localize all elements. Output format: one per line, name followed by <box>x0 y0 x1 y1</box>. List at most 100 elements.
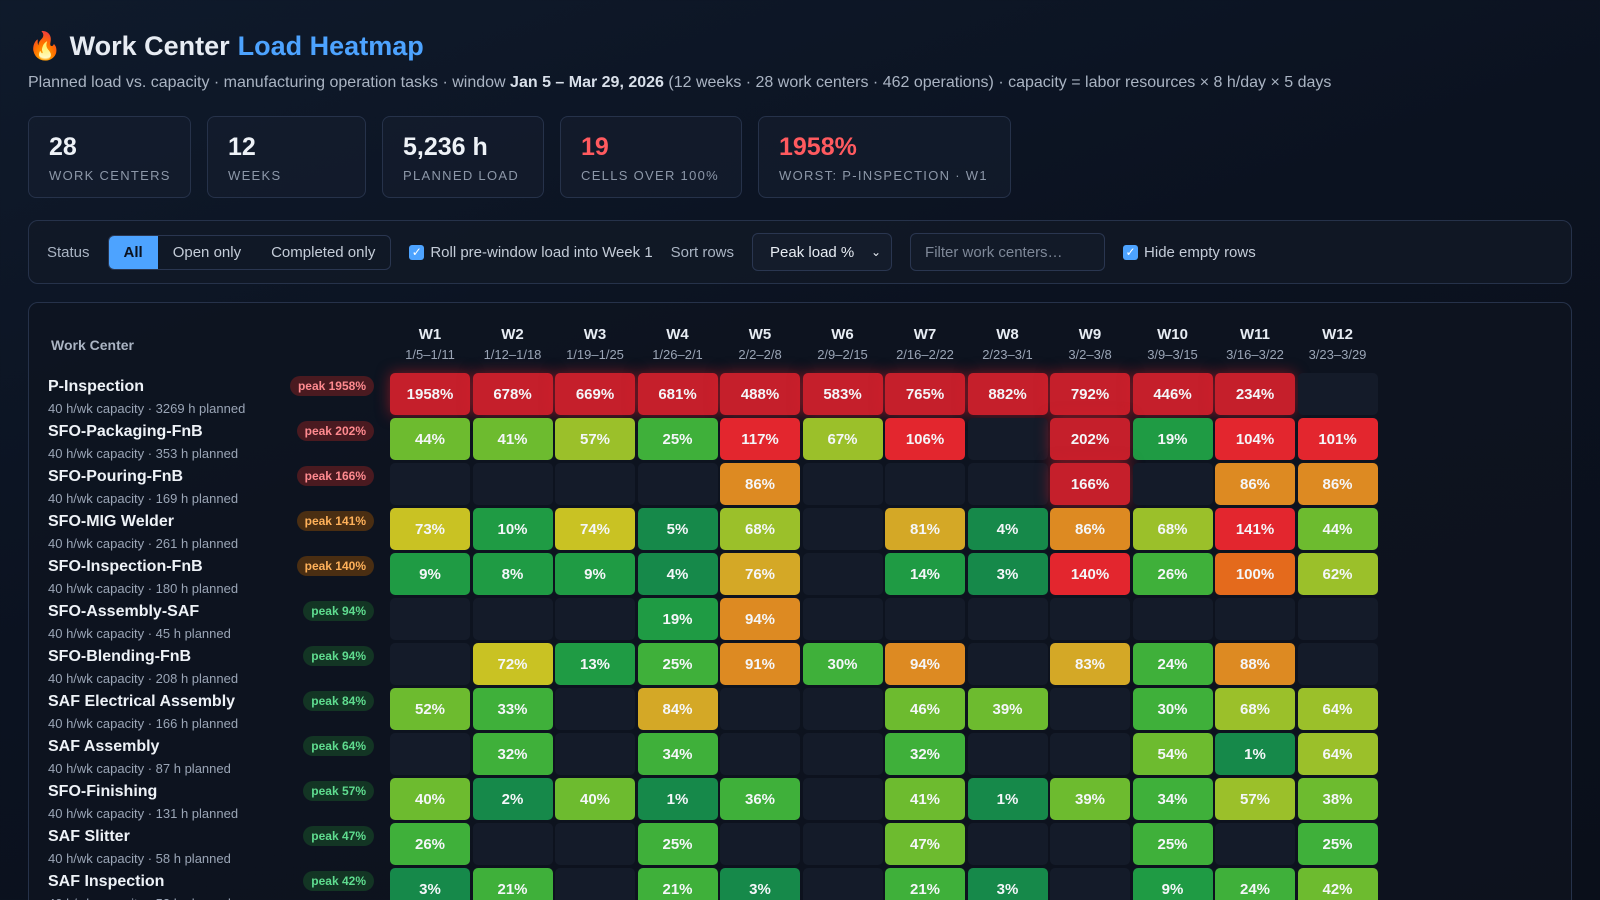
heatmap-cell[interactable]: 4% <box>637 553 718 595</box>
heatmap-cell-empty[interactable] <box>1132 463 1213 505</box>
heatmap-cell-empty[interactable] <box>1215 598 1295 640</box>
status-option-open[interactable]: Open only <box>172 243 242 261</box>
heatmap-cell[interactable]: 32% <box>472 733 553 775</box>
heatmap-cell-empty[interactable] <box>390 643 470 685</box>
heatmap-cell-empty[interactable] <box>390 733 470 775</box>
heatmap-cell[interactable]: 9% <box>555 553 635 595</box>
heatmap-cell-empty[interactable] <box>1050 823 1130 865</box>
heatmap-cell[interactable]: 669% <box>555 373 635 415</box>
heatmap-cell[interactable]: 10% <box>472 508 553 550</box>
heatmap-cell[interactable]: 104% <box>1215 418 1295 460</box>
heatmap-cell[interactable]: 14% <box>885 553 965 595</box>
heatmap-cell[interactable]: 765% <box>885 373 965 415</box>
heatmap-cell[interactable]: 64% <box>1297 733 1378 775</box>
heatmap-cell[interactable]: 47% <box>885 823 965 865</box>
heatmap-cell[interactable]: 68% <box>1215 688 1295 730</box>
heatmap-cell[interactable]: 24% <box>1215 868 1295 900</box>
heatmap-cell[interactable]: 3% <box>720 868 800 900</box>
heatmap-cell[interactable]: 1% <box>967 778 1048 820</box>
heatmap-cell-empty[interactable] <box>637 463 718 505</box>
heatmap-cell-empty[interactable] <box>1050 733 1130 775</box>
heatmap-cell[interactable]: 21% <box>472 868 553 900</box>
heatmap-cell-empty[interactable] <box>885 598 965 640</box>
heatmap-cell[interactable]: 26% <box>1132 553 1213 595</box>
heatmap-cell[interactable]: 234% <box>1215 373 1295 415</box>
heatmap-cell[interactable]: 3% <box>967 868 1048 900</box>
heatmap-cell[interactable]: 54% <box>1132 733 1213 775</box>
heatmap-cell[interactable]: 67% <box>802 418 883 460</box>
heatmap-cell[interactable]: 101% <box>1297 418 1378 460</box>
heatmap-cell[interactable]: 64% <box>1297 688 1378 730</box>
heatmap-cell-empty[interactable] <box>555 688 635 730</box>
heatmap-cell[interactable]: 33% <box>472 688 553 730</box>
heatmap-cell[interactable]: 86% <box>1215 463 1295 505</box>
heatmap-cell[interactable]: 3% <box>967 553 1048 595</box>
heatmap-cell-empty[interactable] <box>390 463 470 505</box>
heatmap-cell-empty[interactable] <box>555 823 635 865</box>
heatmap-cell-empty[interactable] <box>967 643 1048 685</box>
heatmap-cell[interactable]: 2% <box>472 778 553 820</box>
heatmap-cell[interactable]: 106% <box>885 418 965 460</box>
heatmap-cell[interactable]: 91% <box>720 643 800 685</box>
heatmap-cell-empty[interactable] <box>555 733 635 775</box>
heatmap-cell-empty[interactable] <box>802 688 883 730</box>
heatmap-cell[interactable]: 88% <box>1215 643 1295 685</box>
heatmap-cell-empty[interactable] <box>967 463 1048 505</box>
heatmap-cell[interactable]: 21% <box>637 868 718 900</box>
status-option-completed[interactable]: Completed only <box>271 243 376 261</box>
checkbox-checked-icon[interactable]: ✓ <box>1123 244 1139 260</box>
heatmap-cell[interactable]: 68% <box>1132 508 1213 550</box>
heatmap-cell-empty[interactable] <box>802 733 883 775</box>
heatmap-cell[interactable]: 44% <box>390 418 470 460</box>
heatmap-cell-empty[interactable] <box>802 553 883 595</box>
heatmap-cell-empty[interactable] <box>555 598 635 640</box>
heatmap-cell[interactable]: 72% <box>472 643 553 685</box>
heatmap-cell[interactable]: 57% <box>1215 778 1295 820</box>
heatmap-cell[interactable]: 40% <box>390 778 470 820</box>
heatmap-cell-empty[interactable] <box>472 598 553 640</box>
heatmap-cell[interactable]: 83% <box>1050 643 1130 685</box>
heatmap-cell-empty[interactable] <box>967 823 1048 865</box>
heatmap-cell-empty[interactable] <box>555 463 635 505</box>
heatmap-cell[interactable]: 25% <box>1297 823 1378 865</box>
heatmap-cell-empty[interactable] <box>967 418 1048 460</box>
heatmap-cell[interactable]: 86% <box>720 463 800 505</box>
heatmap-cell[interactable]: 166% <box>1050 463 1130 505</box>
heatmap-cell[interactable]: 446% <box>1132 373 1213 415</box>
heatmap-cell[interactable]: 140% <box>1050 553 1130 595</box>
heatmap-cell-empty[interactable] <box>555 868 635 900</box>
heatmap-cell[interactable]: 74% <box>555 508 635 550</box>
heatmap-cell[interactable]: 8% <box>472 553 553 595</box>
heatmap-cell[interactable]: 1958% <box>390 373 470 415</box>
heatmap-cell[interactable]: 488% <box>720 373 800 415</box>
checkbox-checked-icon[interactable]: ✓ <box>409 244 425 260</box>
heatmap-cell[interactable]: 21% <box>885 868 965 900</box>
heatmap-cell-empty[interactable] <box>802 778 883 820</box>
heatmap-cell-empty[interactable] <box>802 598 883 640</box>
heatmap-cell[interactable]: 5% <box>637 508 718 550</box>
heatmap-cell[interactable]: 117% <box>720 418 800 460</box>
heatmap-cell[interactable]: 36% <box>720 778 800 820</box>
heatmap-cell[interactable]: 41% <box>472 418 553 460</box>
rollup-checkbox[interactable]: ✓ Roll pre-window load into Week 1 <box>409 244 653 261</box>
heatmap-cell[interactable]: 3% <box>390 868 470 900</box>
heatmap-cell[interactable]: 68% <box>720 508 800 550</box>
heatmap-cell[interactable]: 62% <box>1297 553 1378 595</box>
heatmap-cell[interactable]: 141% <box>1215 508 1295 550</box>
heatmap-cell-empty[interactable] <box>720 823 800 865</box>
heatmap-cell[interactable]: 25% <box>1132 823 1213 865</box>
heatmap-cell[interactable]: 792% <box>1050 373 1130 415</box>
sort-select[interactable]: Peak load % ⌄ <box>752 233 893 271</box>
heatmap-cell-empty[interactable] <box>802 823 883 865</box>
heatmap-cell[interactable]: 30% <box>1132 688 1213 730</box>
heatmap-cell-empty[interactable] <box>1215 823 1295 865</box>
heatmap-cell-empty[interactable] <box>390 598 470 640</box>
heatmap-cell-empty[interactable] <box>802 508 883 550</box>
heatmap-cell[interactable]: 681% <box>637 373 718 415</box>
heatmap-cell-empty[interactable] <box>967 598 1048 640</box>
heatmap-cell[interactable]: 26% <box>390 823 470 865</box>
heatmap-cell[interactable]: 46% <box>885 688 965 730</box>
heatmap-cell[interactable]: 39% <box>967 688 1048 730</box>
heatmap-cell[interactable]: 9% <box>390 553 470 595</box>
heatmap-cell[interactable]: 34% <box>637 733 718 775</box>
